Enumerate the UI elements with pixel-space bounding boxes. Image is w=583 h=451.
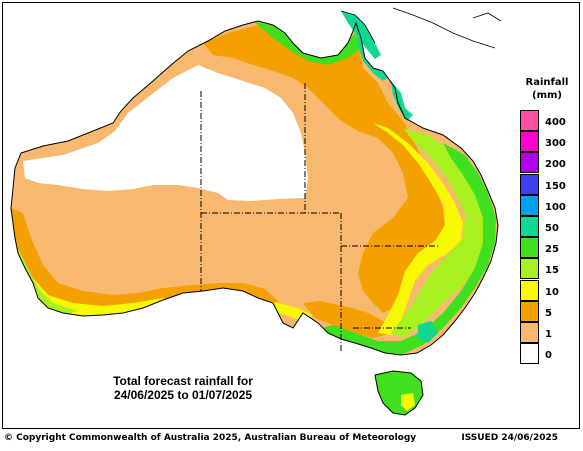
legend-swatch-25 (520, 237, 539, 259)
legend-swatch-5 (520, 300, 539, 322)
legend-unit: (mm) (532, 90, 562, 101)
tasmania-east-patch (401, 393, 415, 411)
legend-label-200: 200 (545, 159, 566, 171)
zone-10mm-east (373, 123, 463, 335)
legend-label-25: 25 (545, 244, 559, 256)
state-borders (200, 83, 438, 351)
new-guinea-outline (340, 7, 502, 49)
legend-swatch-1 (520, 322, 539, 343)
legend-label-400: 400 (545, 117, 566, 128)
legend-swatch-10 (520, 279, 539, 301)
zone-0mm-north (23, 65, 308, 201)
tasmania (375, 371, 423, 415)
legend-swatch-400 (520, 110, 539, 131)
legend-title: Rainfall (525, 77, 569, 88)
legend-swatch-0 (520, 343, 539, 365)
legend-swatch-15 (520, 258, 539, 280)
legend-swatch-50 (520, 216, 539, 237)
legend-label-150: 150 (545, 180, 566, 192)
caption-line-2: 24/06/2025 to 01/07/2025 (113, 388, 253, 402)
legend-swatch-300 (520, 131, 539, 153)
legend-label-100: 100 (545, 201, 566, 213)
legend-swatch-150 (520, 173, 539, 195)
zone-25mm-east-coast (321, 143, 496, 355)
zone-5mm-northeast (203, 25, 445, 313)
map-frame: Rainfall (mm) 400 300 200 150 100 50 25 15 10 5 1 0… (2, 2, 580, 429)
new-guinea-coast (341, 11, 381, 59)
legend-label-15: 15 (545, 265, 559, 277)
rainfall-map (10, 7, 502, 416)
legend-label-0: 0 (545, 350, 552, 362)
legend-label-300: 300 (545, 138, 566, 150)
zone-5mm-south (303, 301, 393, 338)
zone-10mm-southwest (13, 238, 178, 321)
queensland-coast-fringe (391, 81, 413, 121)
issued-date: ISSUED 24/06/2025 (461, 433, 558, 443)
zone-50mm-southeast (418, 321, 438, 343)
tasmania-coastline (374, 370, 424, 416)
zone-15mm-east (391, 128, 491, 338)
map-caption: Total forecast rainfall for 24/06/2025 t… (63, 374, 303, 402)
legend-label-10: 10 (545, 286, 559, 298)
legend-label-1: 1 (545, 329, 552, 340)
legend-swatch-200 (520, 152, 539, 174)
copyright-notice: © Copyright Commonwealth of Australia 20… (4, 433, 417, 443)
legend-label-5: 5 (545, 307, 552, 319)
legend-swatch-100 (520, 194, 539, 216)
caption-line-1: Total forecast rainfall for (113, 374, 253, 388)
australia-coastline (10, 20, 499, 356)
legend-label-50: 50 (545, 223, 559, 234)
